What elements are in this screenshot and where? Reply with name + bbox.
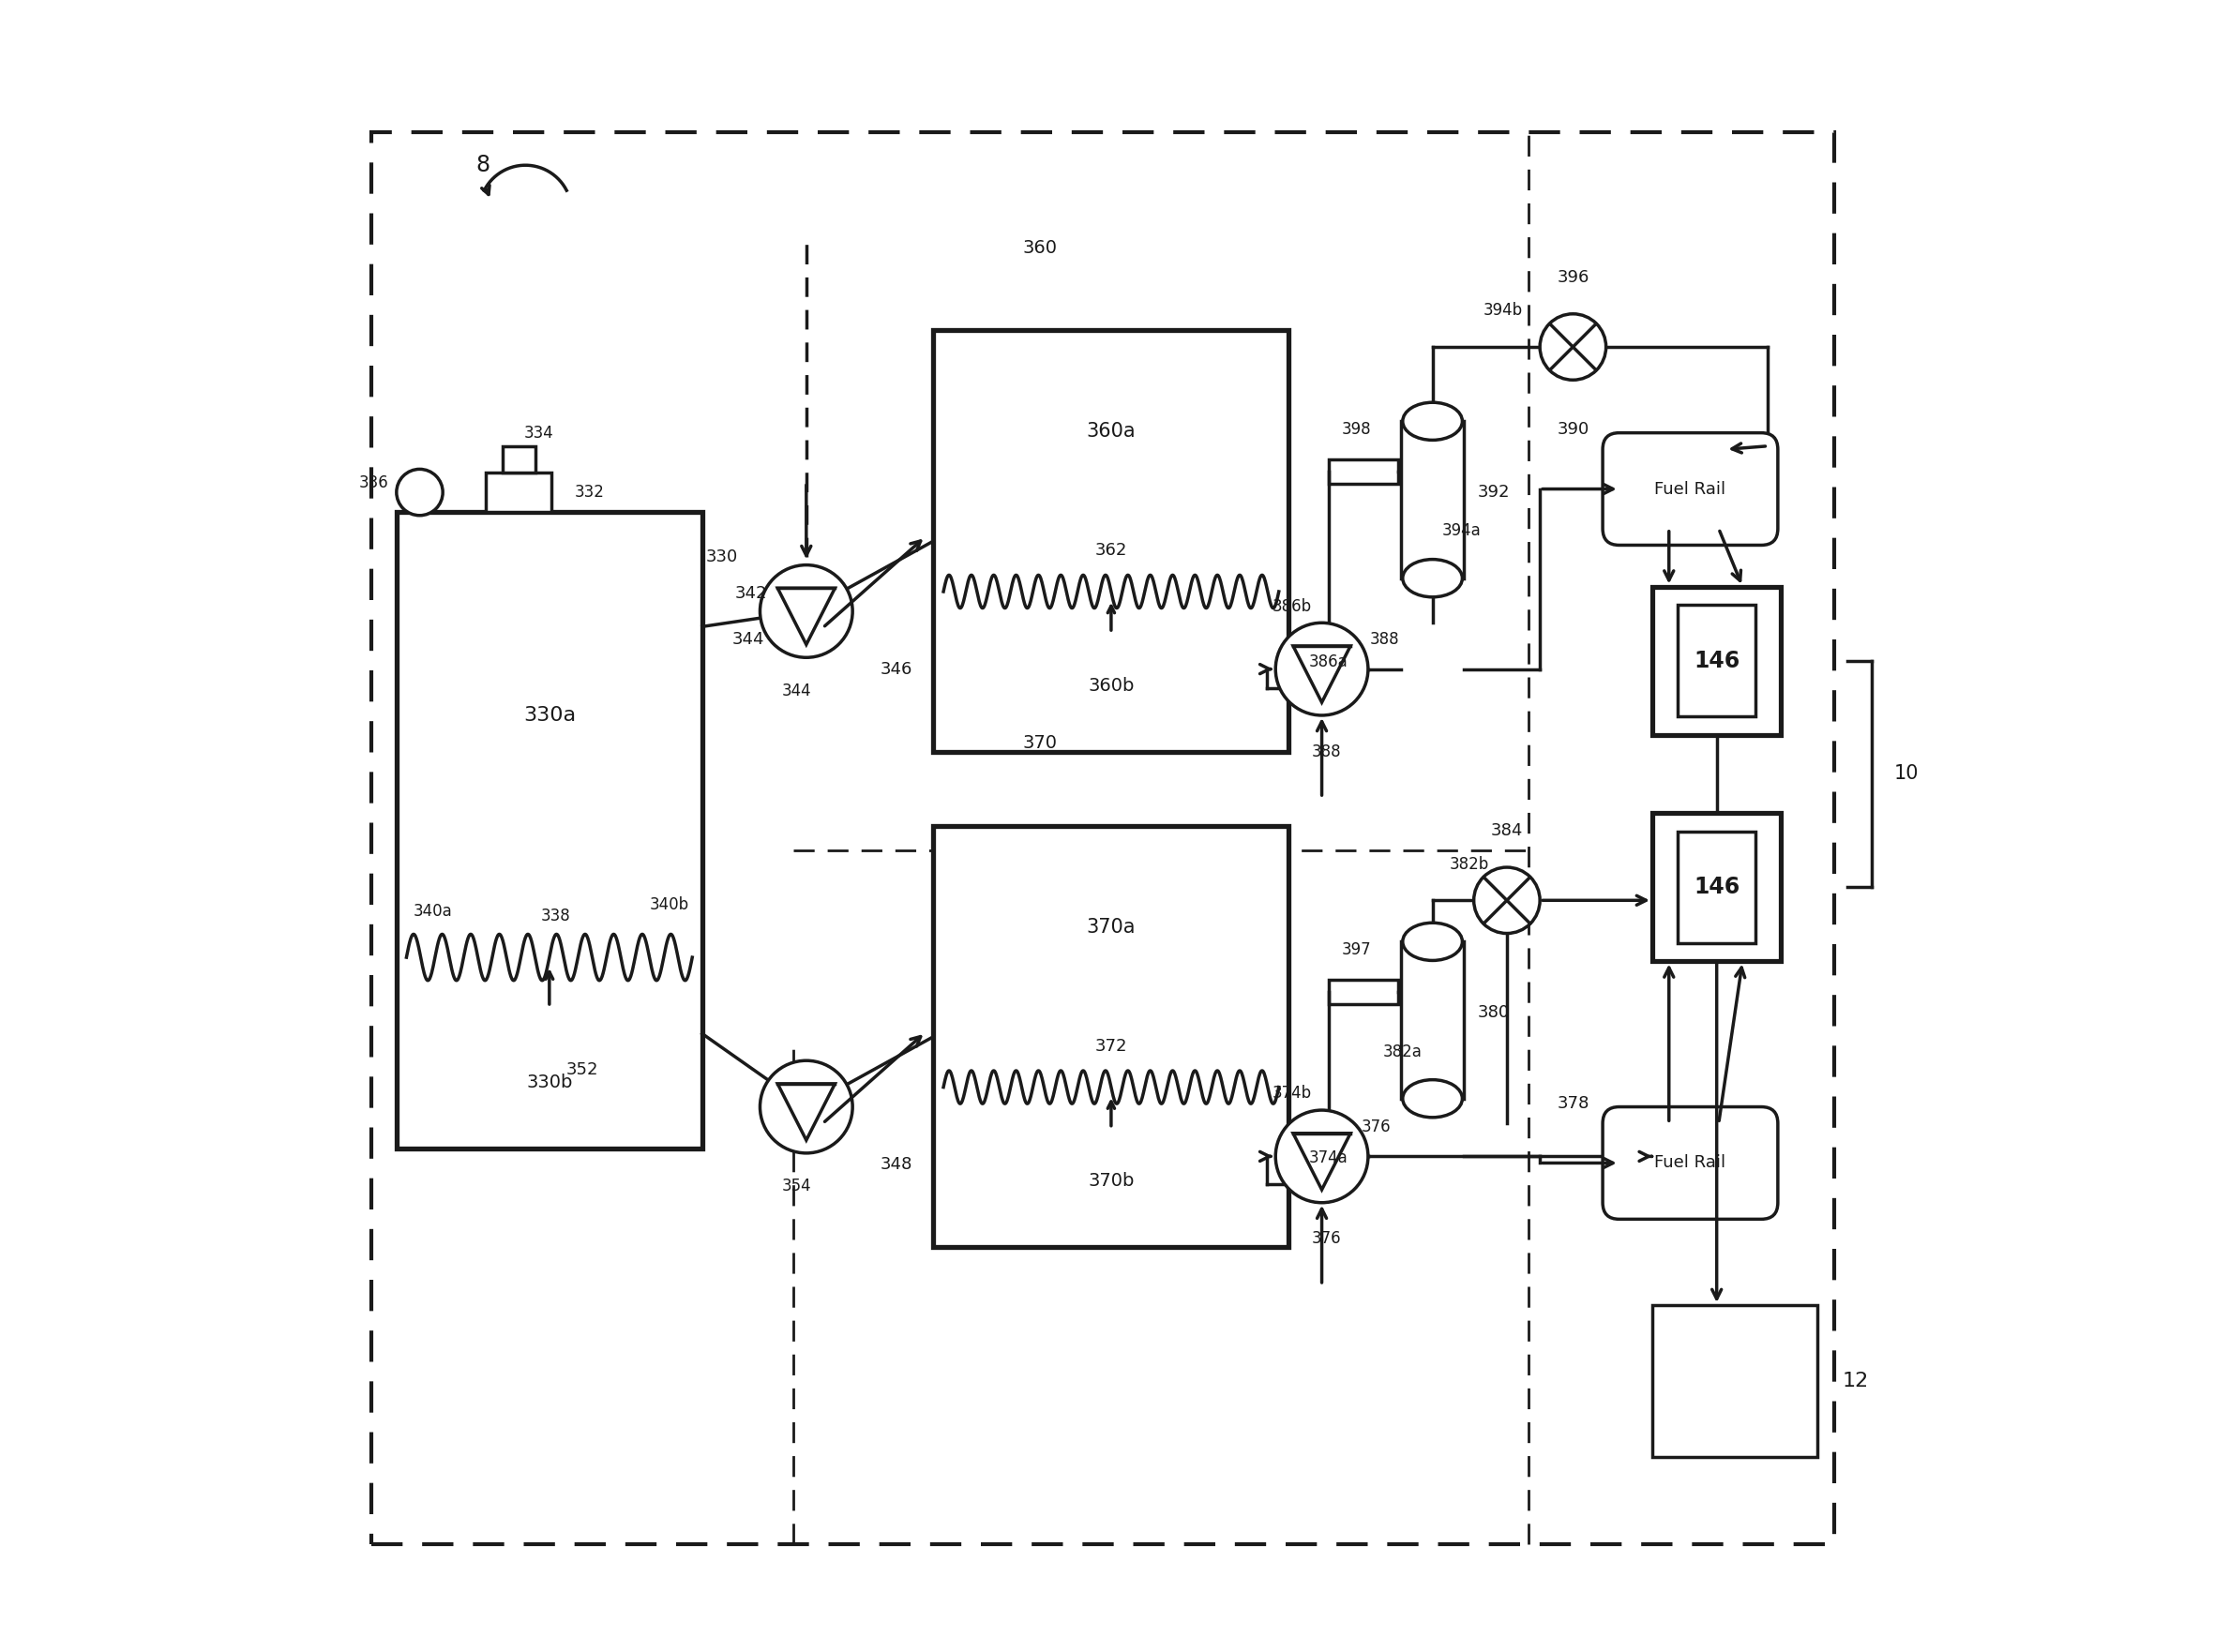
Text: 386a: 386a [1308, 654, 1348, 671]
Circle shape [1475, 867, 1541, 933]
Text: 344: 344 [782, 682, 810, 699]
Text: 8: 8 [476, 154, 489, 177]
Bar [1652, 1305, 1818, 1457]
Text: 338: 338 [540, 907, 571, 925]
Text: 344: 344 [733, 631, 764, 648]
Bar [1328, 459, 1397, 484]
Polygon shape [777, 588, 835, 644]
Text: 392: 392 [1477, 484, 1510, 501]
Text: 342: 342 [735, 585, 768, 601]
Circle shape [396, 469, 443, 515]
Text: 334: 334 [525, 425, 554, 441]
Text: 146: 146 [1694, 876, 1740, 899]
Ellipse shape [1404, 403, 1461, 439]
Text: 330: 330 [706, 548, 737, 565]
Bar [396, 512, 702, 1148]
Text: 360a: 360a [1087, 423, 1136, 441]
Circle shape [1275, 623, 1368, 715]
Ellipse shape [1404, 923, 1461, 960]
Text: 336: 336 [359, 474, 387, 491]
Circle shape [759, 1061, 852, 1153]
Bar [1678, 831, 1756, 943]
Text: 378: 378 [1556, 1095, 1590, 1112]
Text: Fuel Rail: Fuel Rail [1654, 1155, 1727, 1171]
Text: 12: 12 [1842, 1371, 1869, 1391]
Text: 146: 146 [1694, 649, 1740, 672]
Bar [934, 330, 1289, 752]
Text: 380: 380 [1477, 1004, 1510, 1021]
Text: 370a: 370a [1087, 919, 1136, 937]
Text: Fuel Rail: Fuel Rail [1654, 481, 1727, 497]
Text: 354: 354 [782, 1178, 810, 1194]
Text: 390: 390 [1556, 421, 1590, 438]
Text: 397: 397 [1342, 942, 1370, 958]
Text: 376: 376 [1313, 1231, 1342, 1247]
Text: 330b: 330b [527, 1074, 573, 1090]
Bar [1401, 942, 1463, 1099]
Text: 382a: 382a [1384, 1042, 1424, 1061]
Text: 330a: 330a [523, 707, 576, 725]
FancyBboxPatch shape [1603, 433, 1778, 545]
Circle shape [1541, 314, 1605, 380]
Bar [485, 472, 551, 512]
Text: 398: 398 [1342, 421, 1370, 438]
Text: 384: 384 [1490, 823, 1523, 839]
Text: 346: 346 [881, 661, 912, 677]
Ellipse shape [1404, 1080, 1461, 1117]
Polygon shape [1293, 1133, 1351, 1189]
FancyBboxPatch shape [1603, 1107, 1778, 1219]
Bar [1678, 605, 1756, 717]
Text: 376: 376 [1362, 1118, 1390, 1135]
Bar [503, 446, 536, 472]
Text: 340b: 340b [649, 895, 689, 914]
Text: 374a: 374a [1308, 1150, 1348, 1166]
Text: 396: 396 [1556, 269, 1590, 286]
Text: 360: 360 [1023, 240, 1056, 256]
Text: 362: 362 [1096, 542, 1127, 558]
Text: 10: 10 [1893, 765, 1917, 783]
Text: 348: 348 [881, 1156, 912, 1173]
Text: 340a: 340a [414, 902, 452, 920]
Circle shape [759, 565, 852, 657]
Text: 352: 352 [567, 1062, 598, 1079]
Polygon shape [777, 1084, 835, 1140]
Bar [934, 826, 1289, 1247]
Text: 388: 388 [1313, 743, 1342, 760]
Bar [1328, 980, 1397, 1004]
Bar [372, 132, 1833, 1545]
Ellipse shape [1404, 560, 1461, 596]
Text: 370: 370 [1023, 735, 1056, 752]
Bar [1652, 813, 1780, 961]
Text: 374b: 374b [1273, 1085, 1313, 1102]
Text: 386b: 386b [1273, 598, 1313, 615]
Circle shape [1275, 1110, 1368, 1203]
Text: 394a: 394a [1441, 522, 1481, 540]
Polygon shape [1293, 646, 1351, 702]
Text: 370b: 370b [1087, 1173, 1134, 1189]
Text: 332: 332 [576, 484, 604, 501]
Bar [1652, 586, 1780, 735]
Text: 394b: 394b [1483, 302, 1523, 319]
Text: 360b: 360b [1087, 677, 1134, 694]
Text: 382b: 382b [1450, 856, 1490, 872]
Bar [1401, 421, 1463, 578]
Text: 372: 372 [1096, 1037, 1127, 1054]
Text: 388: 388 [1370, 631, 1399, 648]
